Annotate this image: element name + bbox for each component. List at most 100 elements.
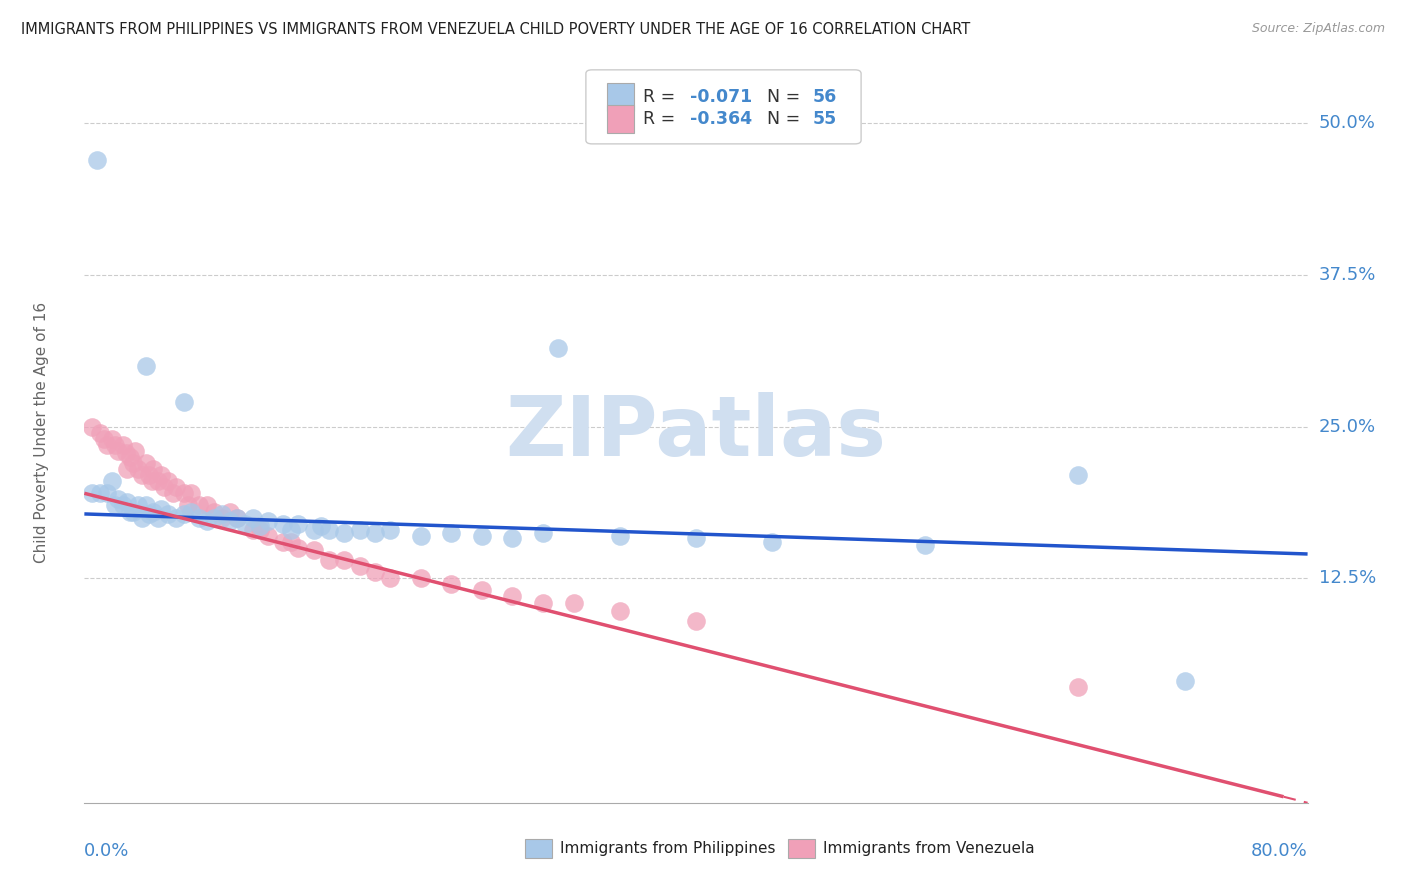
FancyBboxPatch shape xyxy=(606,104,634,133)
Text: Child Poverty Under the Age of 16: Child Poverty Under the Age of 16 xyxy=(34,302,49,563)
Point xyxy=(142,504,165,518)
Point xyxy=(202,504,225,518)
Point xyxy=(104,438,127,452)
Point xyxy=(257,529,280,543)
Text: N =: N = xyxy=(756,88,806,106)
Point xyxy=(249,519,271,533)
Text: N =: N = xyxy=(756,110,806,128)
Point xyxy=(218,514,240,528)
Text: ZIPatlas: ZIPatlas xyxy=(506,392,886,473)
Point xyxy=(107,492,129,507)
Point xyxy=(280,523,302,537)
Point xyxy=(349,523,371,537)
Point xyxy=(311,519,333,533)
Text: 56: 56 xyxy=(813,88,837,106)
Point xyxy=(271,534,294,549)
Point xyxy=(409,571,432,585)
Point xyxy=(138,468,160,483)
Point xyxy=(562,595,585,609)
Point xyxy=(135,456,157,470)
Point xyxy=(120,450,142,464)
Point xyxy=(195,499,218,513)
Text: Immigrants from Venezuela: Immigrants from Venezuela xyxy=(823,841,1035,856)
Point xyxy=(111,499,134,513)
Point xyxy=(89,425,111,440)
Point xyxy=(114,446,136,460)
Point xyxy=(380,523,402,537)
Point xyxy=(502,590,524,604)
Point xyxy=(188,510,211,524)
Point xyxy=(318,523,340,537)
Point xyxy=(287,516,309,531)
Point xyxy=(149,468,172,483)
Point xyxy=(242,510,264,524)
Point xyxy=(249,523,271,537)
Point xyxy=(211,507,233,521)
Point xyxy=(547,341,569,355)
Point xyxy=(502,531,524,545)
Text: 50.0%: 50.0% xyxy=(1319,114,1375,132)
Point xyxy=(80,419,103,434)
Text: R =: R = xyxy=(644,110,681,128)
Point xyxy=(914,539,936,553)
Point xyxy=(180,486,202,500)
Point xyxy=(302,543,325,558)
Point xyxy=(146,510,169,524)
Point xyxy=(233,516,256,531)
Point xyxy=(685,531,707,545)
Point xyxy=(202,510,225,524)
Point xyxy=(146,474,169,488)
Point xyxy=(127,462,149,476)
Point xyxy=(124,443,146,458)
Point xyxy=(257,514,280,528)
Point xyxy=(609,529,631,543)
Point xyxy=(162,486,184,500)
Point xyxy=(96,438,118,452)
Point xyxy=(138,507,160,521)
Point xyxy=(157,507,180,521)
Point xyxy=(165,510,187,524)
Point xyxy=(80,486,103,500)
Point xyxy=(173,486,195,500)
Point xyxy=(101,432,124,446)
Point xyxy=(115,462,138,476)
Point xyxy=(318,553,340,567)
Point xyxy=(531,595,554,609)
Text: R =: R = xyxy=(644,88,681,106)
Point xyxy=(195,514,218,528)
Text: Source: ZipAtlas.com: Source: ZipAtlas.com xyxy=(1251,22,1385,36)
Point xyxy=(173,507,195,521)
Point xyxy=(135,499,157,513)
Point xyxy=(333,526,356,541)
Point xyxy=(153,480,176,494)
Point xyxy=(226,510,249,524)
Point xyxy=(609,604,631,618)
FancyBboxPatch shape xyxy=(787,838,814,858)
Point xyxy=(1067,681,1090,695)
Point xyxy=(349,559,371,574)
Point xyxy=(86,153,108,167)
Point xyxy=(165,480,187,494)
Text: -0.071: -0.071 xyxy=(690,88,752,106)
Point xyxy=(177,499,200,513)
Point xyxy=(226,510,249,524)
Point xyxy=(149,502,172,516)
Point xyxy=(761,534,783,549)
FancyBboxPatch shape xyxy=(524,838,551,858)
Point xyxy=(101,474,124,488)
Point xyxy=(287,541,309,555)
Point xyxy=(142,462,165,476)
Point xyxy=(188,499,211,513)
Point xyxy=(471,583,494,598)
Text: IMMIGRANTS FROM PHILIPPINES VS IMMIGRANTS FROM VENEZUELA CHILD POVERTY UNDER THE: IMMIGRANTS FROM PHILIPPINES VS IMMIGRANT… xyxy=(21,22,970,37)
Point xyxy=(89,486,111,500)
Point xyxy=(364,565,387,579)
Point xyxy=(107,443,129,458)
Text: 12.5%: 12.5% xyxy=(1319,569,1376,587)
Point xyxy=(271,516,294,531)
FancyBboxPatch shape xyxy=(586,70,860,144)
Point xyxy=(93,432,115,446)
Point xyxy=(135,359,157,373)
FancyBboxPatch shape xyxy=(606,83,634,112)
Point xyxy=(1174,674,1197,689)
